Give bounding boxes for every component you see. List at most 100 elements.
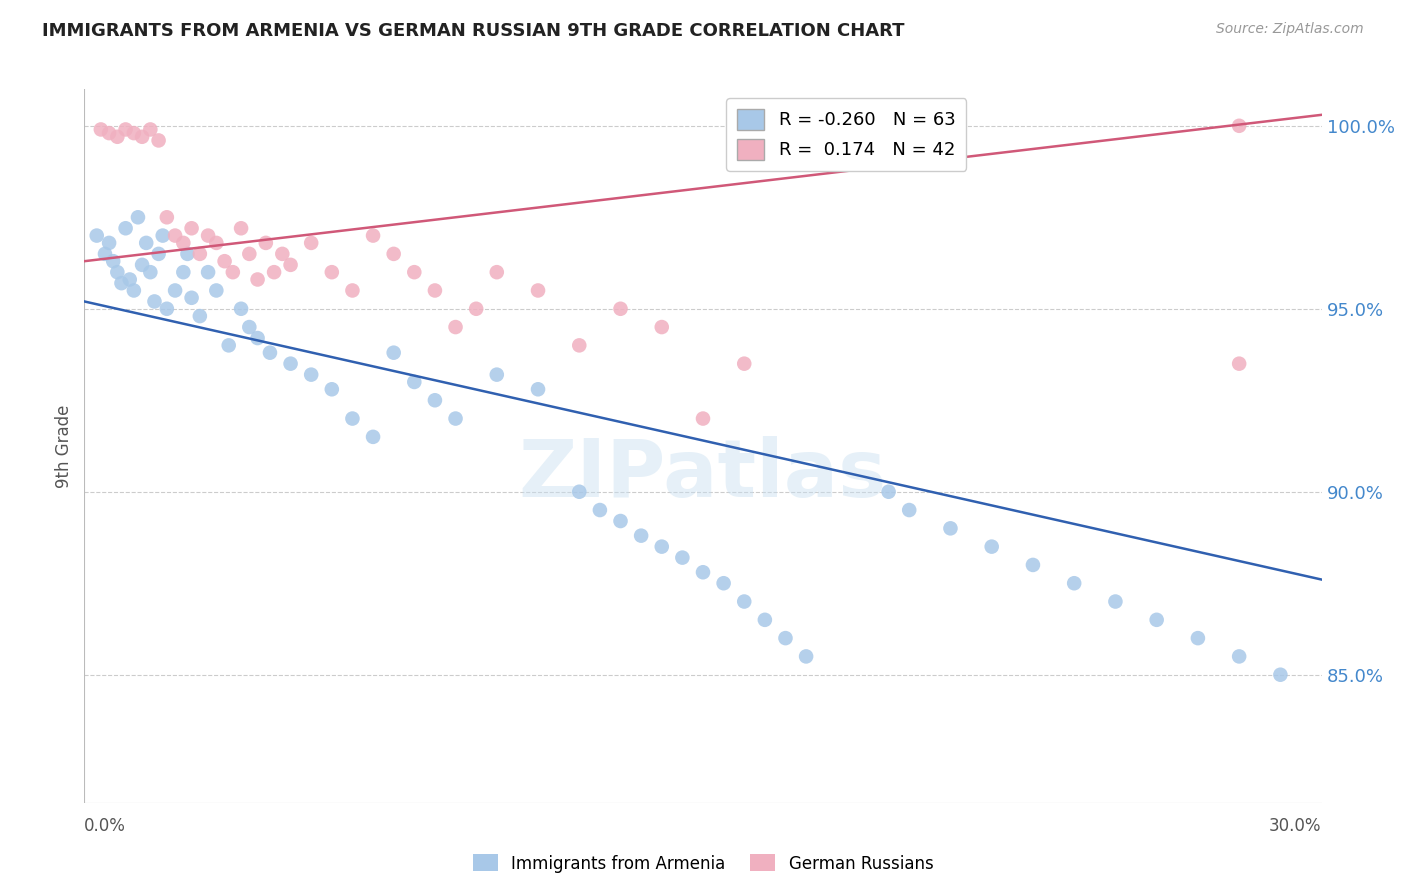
Point [485, 368, 508, 382]
Point [423, 393, 446, 408]
Point [131, 129, 153, 144]
Point [1227, 119, 1250, 133]
Point [280, 258, 302, 272]
Point [775, 631, 797, 645]
Point [197, 265, 219, 279]
Point [342, 284, 364, 298]
Point [180, 291, 202, 305]
Y-axis label: 9th Grade: 9th Grade [55, 404, 73, 488]
Point [172, 265, 194, 279]
Point [630, 529, 652, 543]
Point [103, 254, 125, 268]
Point [444, 411, 467, 425]
Point [114, 122, 136, 136]
Point [246, 272, 269, 286]
Point [156, 301, 179, 316]
Point [148, 247, 170, 261]
Point [1187, 631, 1209, 645]
Point [651, 320, 673, 334]
Point [90, 122, 112, 136]
Point [246, 331, 269, 345]
Point [898, 503, 921, 517]
Point [404, 375, 426, 389]
Point [98, 235, 121, 250]
Point [568, 484, 591, 499]
Point [238, 247, 260, 261]
Point [135, 235, 157, 250]
Point [148, 133, 170, 147]
Point [205, 235, 228, 250]
Point [176, 247, 198, 261]
Point [568, 338, 591, 352]
Point [143, 294, 166, 309]
Point [127, 211, 149, 225]
Point [188, 247, 211, 261]
Point [1270, 667, 1292, 681]
Point [671, 550, 693, 565]
Point [465, 301, 488, 316]
Point [94, 247, 117, 261]
Point [754, 613, 776, 627]
Point [114, 221, 136, 235]
Point [172, 235, 194, 250]
Point [733, 594, 755, 608]
Text: ZIPatlas: ZIPatlas [519, 435, 887, 514]
Point [271, 247, 294, 261]
Point [527, 382, 550, 396]
Point [651, 540, 673, 554]
Point [259, 345, 281, 359]
Point [1063, 576, 1085, 591]
Point [214, 254, 236, 268]
Point [939, 521, 962, 535]
Point [609, 514, 631, 528]
Point [527, 284, 550, 298]
Point [105, 129, 128, 144]
Point [1146, 613, 1168, 627]
Point [485, 265, 508, 279]
Point [1104, 594, 1126, 608]
Point [122, 126, 145, 140]
Point [254, 235, 277, 250]
Point [589, 503, 612, 517]
Point [229, 221, 252, 235]
Point [609, 301, 631, 316]
Point [280, 357, 302, 371]
Text: 0.0%: 0.0% [84, 817, 127, 836]
Point [1227, 357, 1250, 371]
Point [321, 265, 343, 279]
Point [197, 228, 219, 243]
Point [139, 122, 162, 136]
Point [86, 228, 108, 243]
Point [299, 368, 322, 382]
Point [222, 265, 245, 279]
Text: 30.0%: 30.0% [1270, 817, 1322, 836]
Point [382, 247, 405, 261]
Point [1022, 558, 1045, 572]
Legend: Immigrants from Armenia, German Russians: Immigrants from Armenia, German Russians [465, 847, 941, 880]
Point [131, 258, 153, 272]
Point [361, 228, 384, 243]
Point [105, 265, 128, 279]
Point [444, 320, 467, 334]
Point [218, 338, 240, 352]
Point [877, 484, 900, 499]
Point [423, 284, 446, 298]
Point [713, 576, 735, 591]
Point [118, 272, 141, 286]
Point [404, 265, 426, 279]
Point [361, 430, 384, 444]
Point [188, 309, 211, 323]
Point [110, 276, 132, 290]
Point [139, 265, 162, 279]
Point [152, 228, 174, 243]
Text: IMMIGRANTS FROM ARMENIA VS GERMAN RUSSIAN 9TH GRADE CORRELATION CHART: IMMIGRANTS FROM ARMENIA VS GERMAN RUSSIA… [42, 22, 904, 40]
Point [980, 540, 1002, 554]
Point [733, 357, 755, 371]
Point [165, 284, 187, 298]
Point [794, 649, 817, 664]
Legend: R = -0.260   N = 63, R =  0.174   N = 42: R = -0.260 N = 63, R = 0.174 N = 42 [727, 98, 966, 170]
Point [205, 284, 228, 298]
Point [692, 566, 714, 580]
Text: Source: ZipAtlas.com: Source: ZipAtlas.com [1216, 22, 1364, 37]
Point [180, 221, 202, 235]
